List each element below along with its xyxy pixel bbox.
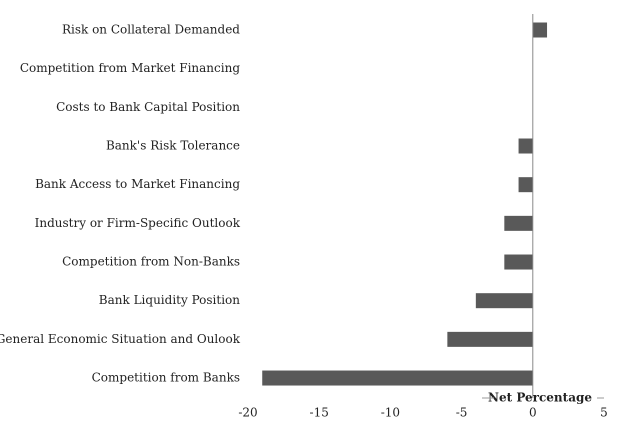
- y-tick-label: Competition from Banks: [92, 371, 240, 385]
- bar: [518, 138, 533, 154]
- x-tick-label: -15: [310, 406, 329, 420]
- y-tick-label: Risk on Collateral Demanded: [62, 23, 240, 37]
- bar: [532, 22, 548, 38]
- x-tick-label: -10: [381, 406, 400, 420]
- bar: [518, 177, 533, 193]
- y-tick-label: General Economic Situation and Oulook: [0, 332, 241, 346]
- x-tick-label: -20: [238, 406, 257, 420]
- bar: [504, 254, 533, 270]
- y-tick-label: Competition from Market Financing: [20, 61, 241, 75]
- x-tick-label: 5: [600, 406, 608, 420]
- x-axis-label: Net Percentage: [488, 391, 592, 405]
- bar: [447, 331, 533, 347]
- bar: [504, 215, 533, 231]
- y-tick-label: Bank Access to Market Financing: [35, 177, 240, 191]
- y-tick-label: Bank's Risk Tolerance: [106, 139, 240, 153]
- bar: [475, 293, 533, 309]
- y-tick-label: Competition from Non-Banks: [62, 255, 240, 269]
- y-tick-label: Bank Liquidity Position: [99, 293, 240, 307]
- x-tick-label: -5: [456, 406, 468, 420]
- bar: [262, 370, 533, 386]
- y-tick-label: Industry or Firm-Specific Outlook: [35, 216, 241, 230]
- x-tick-label: 0: [529, 406, 537, 420]
- y-tick-label: Costs to Bank Capital Position: [56, 100, 240, 114]
